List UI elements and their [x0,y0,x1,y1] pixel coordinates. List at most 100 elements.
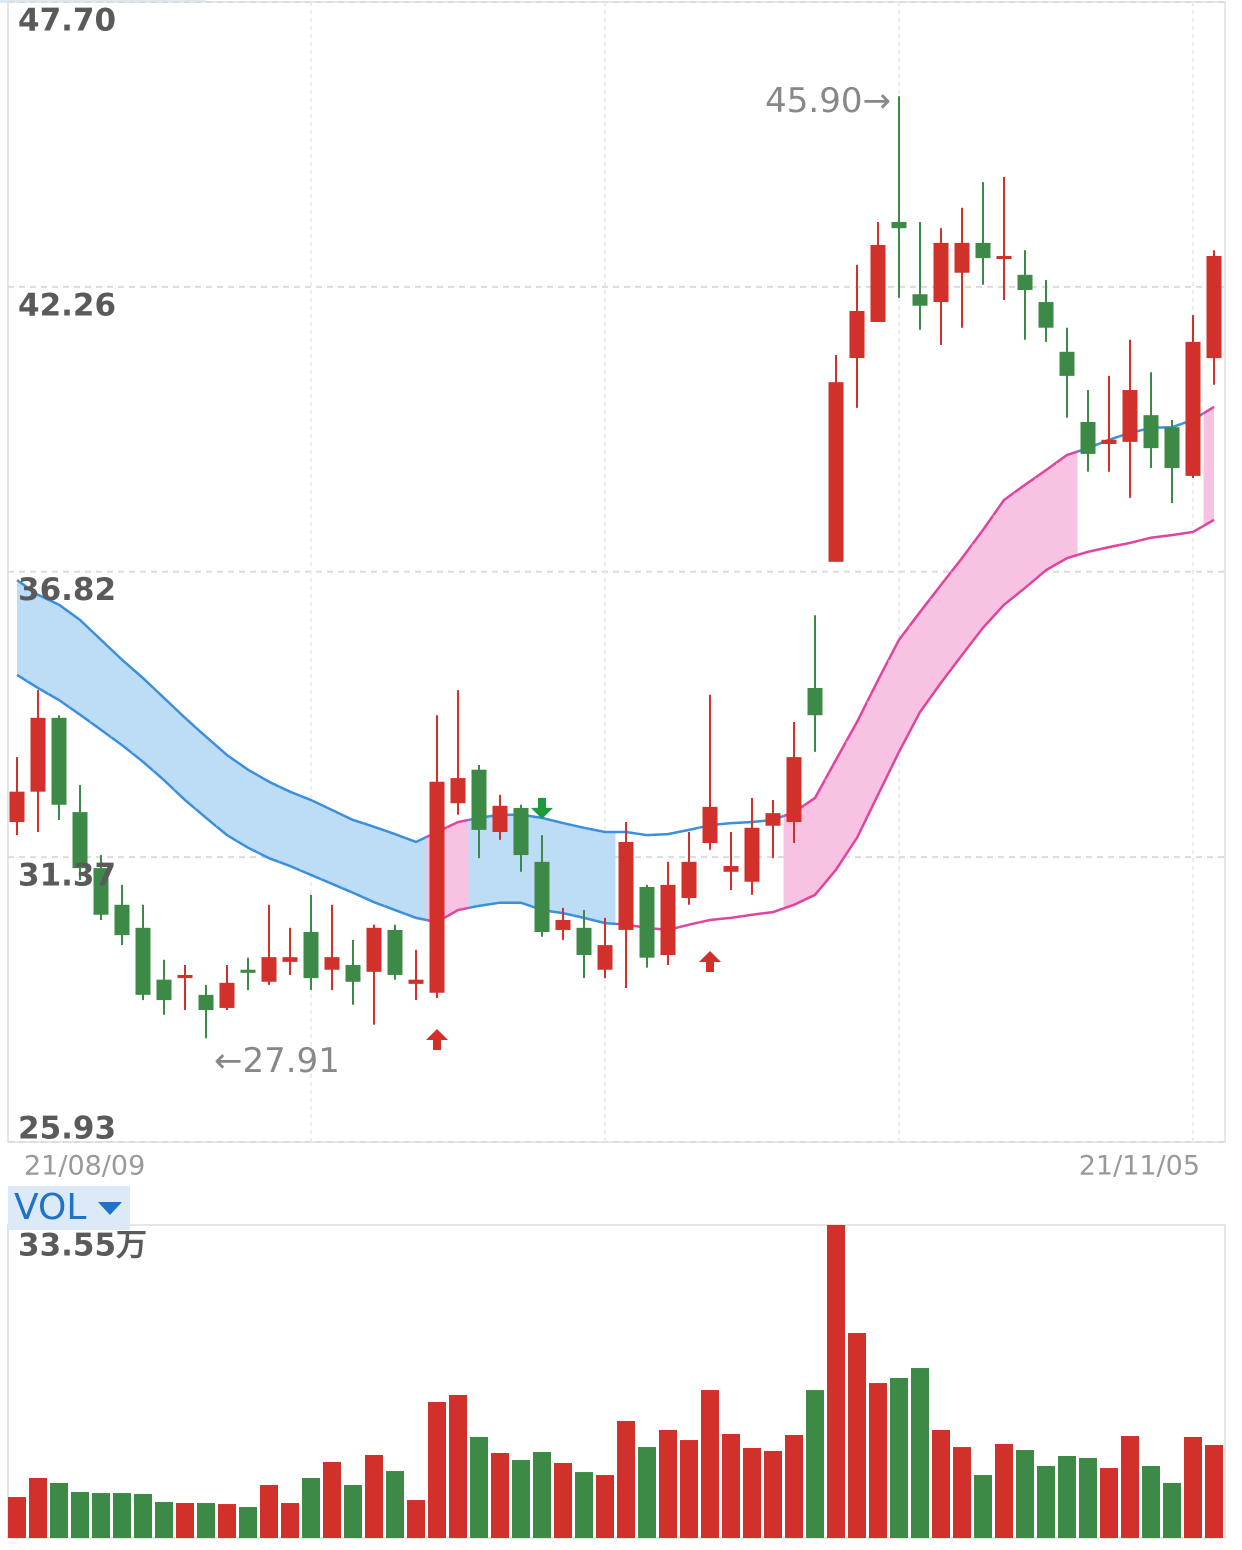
bands [16,405,1215,932]
volume-bar [680,1440,698,1538]
candle-body [1101,439,1117,444]
upper-band-line [16,579,29,589]
candle-body [618,841,634,930]
volume-bar [533,1451,551,1538]
upper-band-line [803,778,827,807]
candle-body [681,861,697,898]
volume-bar [911,1368,929,1538]
volume-bar [617,1421,635,1538]
upper-band-line [720,821,742,826]
lower-band-line [89,721,113,739]
lower-band-line [300,869,322,881]
candle-body [765,813,781,826]
band-fill [930,571,952,698]
lower-band-line [321,878,343,890]
upper-band-line [257,774,281,788]
candle-body [996,255,1012,260]
candle-body [1038,302,1054,328]
band-fill [594,829,616,924]
candle-body [912,294,928,306]
volume-bar [743,1447,761,1538]
volume-bar [1184,1436,1202,1538]
band-fill [17,580,28,682]
candle-body [471,769,487,830]
candle-body [807,687,823,716]
band-fill [90,629,112,738]
volume-bar [638,1447,656,1538]
band-fill [804,778,826,900]
band-fill [1035,462,1057,580]
upper-band-line [573,824,595,832]
band-fill [216,745,238,842]
lower-band-line [887,731,911,774]
volume-bar [575,1472,593,1538]
lower-band-line [824,853,848,884]
band-fill [888,625,910,774]
upper-band-line [131,667,155,689]
lower-band-line [1077,548,1099,557]
x-tick-label: 21/11/05 [1079,1151,1200,1182]
volume-bar [1121,1436,1139,1538]
band-fill [69,612,91,723]
y-tick-label: 31.37 [18,858,116,894]
volume-bar [197,1503,215,1538]
volume-bar [659,1429,677,1538]
upper-band-line [971,514,995,545]
volume-bar [29,1478,47,1538]
y-tick-label: 47.70 [18,3,116,39]
upper-band-line [446,818,469,829]
volume-bar [1142,1465,1160,1538]
candle-body [975,242,991,259]
volume-bar [428,1401,446,1538]
vol-button[interactable]: VOL [8,1186,130,1230]
y-tick-label: 25.93 [18,1111,116,1147]
band-fill [300,795,322,880]
grid [8,1,1225,1226]
candles [9,96,1222,1039]
lower-band-line [446,906,469,918]
upper-band-line [89,628,113,651]
dropdown-icon[interactable] [98,1202,122,1215]
lower-band-line [68,706,92,724]
volume-bar [1037,1465,1055,1538]
vol-button-label[interactable]: VOL [14,1187,86,1228]
candle-body [513,807,529,856]
band-fill [993,492,1015,617]
lower-band-line [1119,539,1141,547]
volume-bar [890,1378,908,1538]
candle-body [408,979,424,984]
volume-bar [239,1507,257,1538]
volume-bar [218,1504,236,1538]
volume-bar [995,1443,1013,1538]
band-fill [972,514,994,642]
band-fill [363,823,385,907]
volume-bar [449,1394,467,1538]
candle-body [1017,274,1033,291]
volume-bar [1079,1457,1097,1538]
volume-bar [344,1485,362,1538]
candle-body [1164,427,1180,469]
band-fill [909,598,931,732]
band-fill [384,830,406,914]
band-fill [321,805,343,889]
upper-band-line [215,744,239,764]
candle-body [240,969,256,973]
labels: 47.70 42.26 36.82 31.37 25.93 33.55万 21/08/09 2… [18,3,1200,1264]
candle-body [429,781,445,993]
upper-band-line [678,826,700,834]
lower-band-line [1202,518,1215,528]
x-tick-label: 21/08/09 [24,1151,145,1182]
candle-body [345,965,361,982]
upper-band-line [363,822,385,832]
volume-bar [155,1501,173,1538]
candle-body [450,778,466,804]
band-fill [174,707,196,809]
volume-bar [512,1460,530,1538]
candle-body [555,919,571,930]
volume-bar [848,1333,866,1538]
lower-band-line [1161,532,1183,538]
volume-bar [1205,1444,1223,1538]
lower-band-line [468,903,490,910]
lower-band-line [741,912,763,918]
volume-bar [701,1390,719,1538]
